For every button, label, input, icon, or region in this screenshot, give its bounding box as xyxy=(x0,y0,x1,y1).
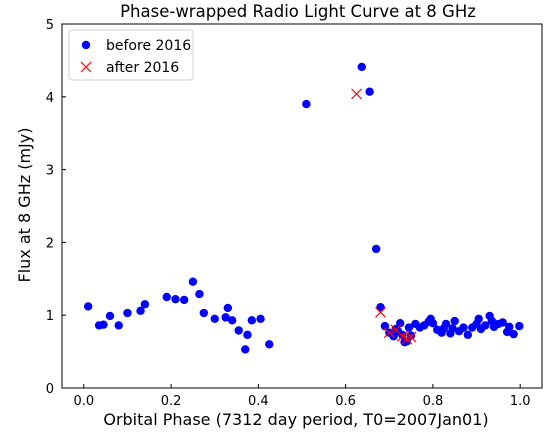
data-point-before-2016 xyxy=(265,340,274,349)
x-tick-label: 0.4 xyxy=(248,394,269,409)
data-point-before-2016 xyxy=(371,244,381,254)
data-point-before-2016 xyxy=(171,294,180,304)
data-point-before-2016 xyxy=(256,314,265,324)
data-point-after-2016-stroke-b xyxy=(405,331,417,343)
data-point-before-2016 xyxy=(221,313,230,322)
data-point-before-2016 xyxy=(365,87,374,96)
data-point-before-2016 xyxy=(450,316,459,326)
data-point-after-2016 xyxy=(351,88,362,100)
legend-marker-after-2016-stroke-b xyxy=(80,61,92,73)
legend-marker-after-2016 xyxy=(80,61,92,73)
data-point-before-2016 xyxy=(123,308,132,318)
data-point-after-2016-stroke-b xyxy=(390,324,402,336)
data-point-before-2016 xyxy=(162,292,171,302)
y-tick-label: 3 xyxy=(46,164,54,179)
data-point-after-2016 xyxy=(375,306,386,318)
data-point-before-2016 xyxy=(188,277,198,286)
y-tick-label: 4 xyxy=(46,91,54,106)
y-axis-label: Flux at 8 GHz (mJy) xyxy=(15,128,34,283)
data-point-before-2016 xyxy=(241,345,250,354)
data-point-before-2016 xyxy=(195,289,204,299)
chart-title: Phase-wrapped Radio Light Curve at 8 GHz xyxy=(120,2,476,21)
data-point-before-2016 xyxy=(357,62,366,72)
plot-frame xyxy=(61,23,543,389)
data-point-before-2016 xyxy=(179,295,189,305)
data-point-before-2016 xyxy=(99,320,108,329)
x-tick-label: 0.2 xyxy=(161,394,182,409)
ticks-layer: 0.0 0.2 0.4 0.6 0.8 1.0 0 1 2 3 4 5 xyxy=(46,18,531,409)
x-tick-label: 0.0 xyxy=(73,394,94,409)
data-point-before-2016 xyxy=(243,330,252,340)
data-point-before-2016 xyxy=(428,319,438,328)
data-point-before-2016 xyxy=(136,306,145,316)
data-point-after-2016-stroke-b xyxy=(351,88,362,100)
data-point-before-2016 xyxy=(404,323,414,332)
data-point-before-2016 xyxy=(459,323,468,332)
data-point-after-2016-stroke-b xyxy=(375,306,386,318)
x-tick-label: 0.8 xyxy=(423,394,444,409)
data-point-before-2016 xyxy=(247,316,257,325)
legend-label-before-2016: before 2016 xyxy=(106,38,191,54)
marks-layer xyxy=(83,62,524,354)
data-point-before-2016 xyxy=(140,300,150,309)
legend-marker-before-2016 xyxy=(81,40,91,50)
data-point-before-2016 xyxy=(223,303,233,313)
y-tick-label: 0 xyxy=(46,382,54,397)
legend-box xyxy=(68,29,194,81)
data-point-before-2016 xyxy=(114,321,123,330)
data-point-before-2016 xyxy=(463,330,473,340)
data-point-before-2016 xyxy=(448,324,457,333)
data-point-before-2016 xyxy=(505,322,514,332)
data-point-after-2016 xyxy=(383,327,395,339)
data-point-after-2016-stroke-b xyxy=(396,330,408,342)
y-tick-label: 1 xyxy=(46,309,54,324)
legend: before 2016 after 2016 xyxy=(68,29,194,81)
data-point-before-2016 xyxy=(395,319,405,328)
data-point-before-2016 xyxy=(481,321,490,330)
data-point-before-2016 xyxy=(83,302,93,311)
data-point-after-2016 xyxy=(405,331,417,343)
data-point-before-2016 xyxy=(441,319,451,329)
legend-label-after-2016: after 2016 xyxy=(106,60,179,76)
data-point-before-2016 xyxy=(474,314,483,324)
data-point-before-2016 xyxy=(498,318,507,327)
data-point-before-2016 xyxy=(509,329,518,339)
y-tick-label: 2 xyxy=(46,236,54,251)
data-point-before-2016 xyxy=(380,321,390,331)
x-axis-label: Orbital Phase (7312 day period, T0=2007J… xyxy=(103,410,488,429)
data-point-after-2016-stroke-b xyxy=(383,327,395,339)
data-point-before-2016 xyxy=(234,326,243,335)
data-point-before-2016 xyxy=(210,314,219,324)
plot-area xyxy=(61,23,543,389)
x-tick-label: 0.6 xyxy=(335,394,356,409)
data-point-before-2016 xyxy=(227,316,237,325)
data-point-before-2016 xyxy=(376,302,385,312)
y-tick-label: 5 xyxy=(46,18,54,33)
x-tick-label: 1.0 xyxy=(510,394,531,409)
data-point-before-2016 xyxy=(105,311,115,321)
data-point-before-2016 xyxy=(515,321,524,331)
data-point-before-2016 xyxy=(302,99,311,109)
data-point-before-2016 xyxy=(199,308,209,318)
